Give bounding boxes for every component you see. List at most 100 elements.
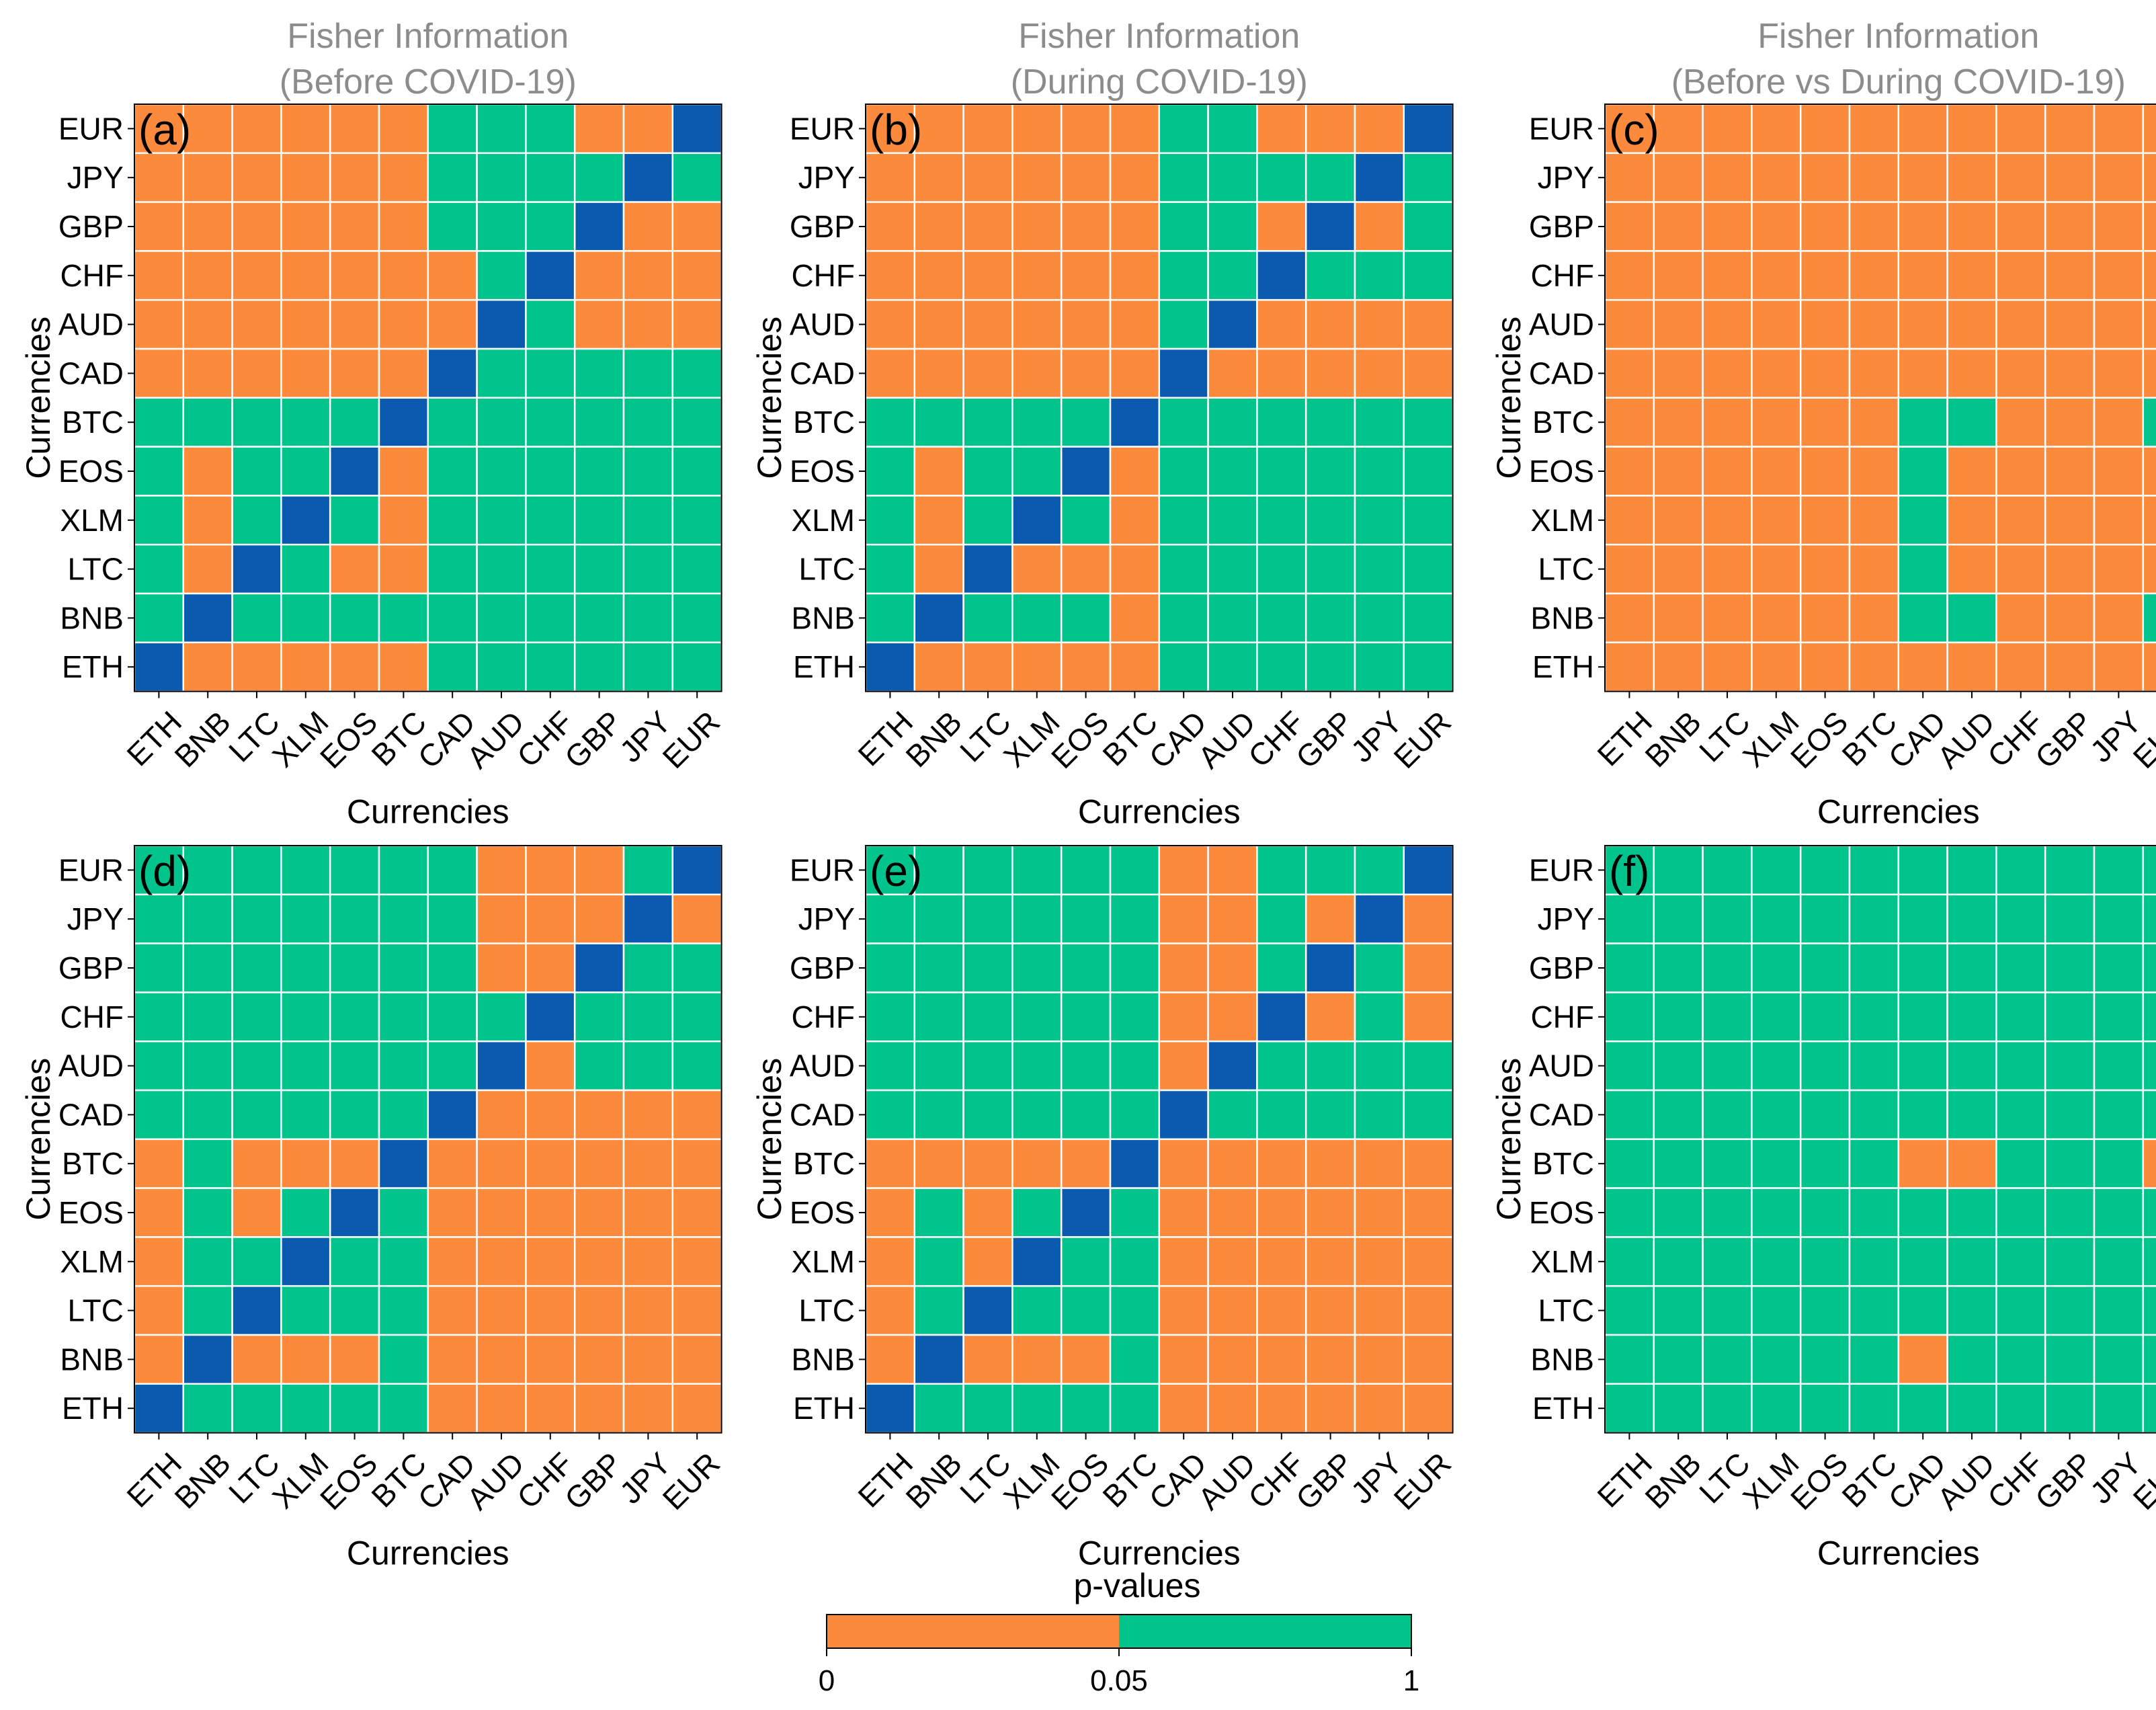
y-tick-label: BTC [793, 1146, 855, 1181]
y-tick-label: GBP [1529, 950, 1594, 985]
heatmap-cell [231, 201, 282, 252]
heatmap-cell [1799, 893, 1851, 944]
heatmap-cell [622, 844, 674, 896]
heatmap-cell [1060, 1285, 1112, 1336]
heatmap-cell [1848, 1089, 1900, 1141]
heatmap-cell [1799, 1187, 1851, 1238]
heatmap-cell [2142, 397, 2156, 448]
y-tick-label: LTC [68, 552, 124, 587]
y-tick-label: ETH [62, 649, 124, 684]
heatmap-cell [231, 495, 282, 546]
heatmap-cell [2142, 103, 2156, 155]
heatmap-cell [573, 942, 625, 993]
panels-group: Fisher Information (Before COVID-19) (a) EU… [19, 17, 2156, 1572]
heatmap-cell [913, 991, 964, 1043]
heatmap-cell [1897, 1089, 1948, 1141]
heatmap-cell [1354, 1040, 1405, 1092]
heatmap-cell [1702, 495, 1753, 546]
heatmap-cell [1653, 1383, 1704, 1434]
heatmap-cell [1256, 298, 1307, 350]
heatmap-cell [476, 1187, 527, 1238]
heatmap-cell [1256, 103, 1307, 155]
heatmap-cell [525, 1040, 576, 1092]
heatmap-cell [1995, 844, 2046, 896]
heatmap-cell [1604, 1089, 1655, 1141]
heatmap-cell [2093, 1236, 2145, 1287]
heatmap-cell [1011, 201, 1063, 252]
heatmap-cell [1011, 348, 1063, 399]
heatmap-cell [427, 991, 478, 1043]
heatmap-cell [231, 641, 282, 692]
heatmap-cell [962, 592, 1013, 644]
heatmap-cell [329, 1285, 380, 1336]
heatmap-cell [1604, 298, 1655, 350]
heatmap-cell [133, 446, 185, 497]
heatmap-cell [1799, 152, 1851, 203]
heatmap-cell [280, 1138, 331, 1189]
heatmap-cell [182, 641, 233, 692]
heatmap-cell [1604, 893, 1655, 944]
heatmap-cell [1256, 1138, 1307, 1189]
heatmap-cell [1256, 1040, 1307, 1092]
heatmap-cell [1799, 1285, 1851, 1336]
heatmap-cell [378, 1334, 429, 1385]
heatmap-cell [962, 495, 1013, 546]
heatmap-cell [864, 592, 916, 644]
heatmap-cell [378, 201, 429, 252]
heatmap-cell [1109, 1089, 1161, 1141]
heatmap-cell [427, 1236, 478, 1287]
y-tick-label: EOS [790, 1195, 855, 1230]
heatmap-cell [1946, 1089, 1997, 1141]
heatmap-cell [1995, 1187, 2046, 1238]
heatmap-cell [1011, 152, 1063, 203]
heatmap-cell [1304, 991, 1356, 1043]
heatmap-cell [231, 103, 282, 155]
heatmap-cell [1653, 446, 1704, 497]
heatmap-cell [913, 1285, 964, 1336]
y-axis-label: Currencies [751, 1058, 788, 1221]
heatmap-cell [378, 1187, 429, 1238]
heatmap-cell [280, 991, 331, 1043]
heatmap-cell [182, 298, 233, 350]
heatmap-cell [962, 397, 1013, 448]
heatmap-cell [280, 103, 331, 155]
heatmap-cell [1011, 1089, 1063, 1141]
heatmap-cell [913, 641, 964, 692]
heatmap-cell [329, 103, 380, 155]
heatmap-cell [864, 397, 916, 448]
heatmap-cell [133, 152, 185, 203]
heatmap-cell [476, 1089, 527, 1141]
y-tick-label: BNB [791, 600, 855, 635]
heatmap-cell [1403, 397, 1454, 448]
heatmap-cell [1304, 1236, 1356, 1287]
panel-label: (e) [870, 847, 922, 895]
heatmap-cell [1304, 1383, 1356, 1434]
heatmap-cell [1946, 543, 1997, 595]
heatmap-cell [1751, 152, 1802, 203]
heatmap-cell [1702, 1285, 1753, 1336]
heatmap-cell [864, 298, 916, 350]
y-tick-label: CAD [58, 356, 124, 391]
heatmap-cell [427, 495, 478, 546]
y-tick-label: LTC [799, 1293, 856, 1328]
heatmap-cell [1653, 1138, 1704, 1189]
heatmap-cell [1304, 1285, 1356, 1336]
heatmap-cell [1848, 942, 1900, 993]
heatmap-cell [1011, 1040, 1063, 1092]
y-tick-label: BNB [791, 1342, 855, 1377]
heatmap-cell [1897, 991, 1948, 1043]
heatmap-cell [427, 348, 478, 399]
y-tick-label: JPY [798, 901, 855, 936]
heatmap-cell [1060, 1138, 1112, 1189]
heatmap-cell [1751, 1334, 1802, 1385]
heatmap-cell [1060, 103, 1112, 155]
heatmap-cell [1011, 1138, 1063, 1189]
panel-label: (d) [138, 847, 191, 895]
heatmap-cell [1207, 495, 1258, 546]
heatmap-cell [1354, 1138, 1405, 1189]
heatmap-cell [1256, 250, 1307, 301]
heatmap-cell [476, 1383, 527, 1434]
heatmap-cell [133, 991, 185, 1043]
heatmap-cell [913, 1089, 964, 1141]
x-axis-label: Currencies [1817, 1535, 1980, 1572]
